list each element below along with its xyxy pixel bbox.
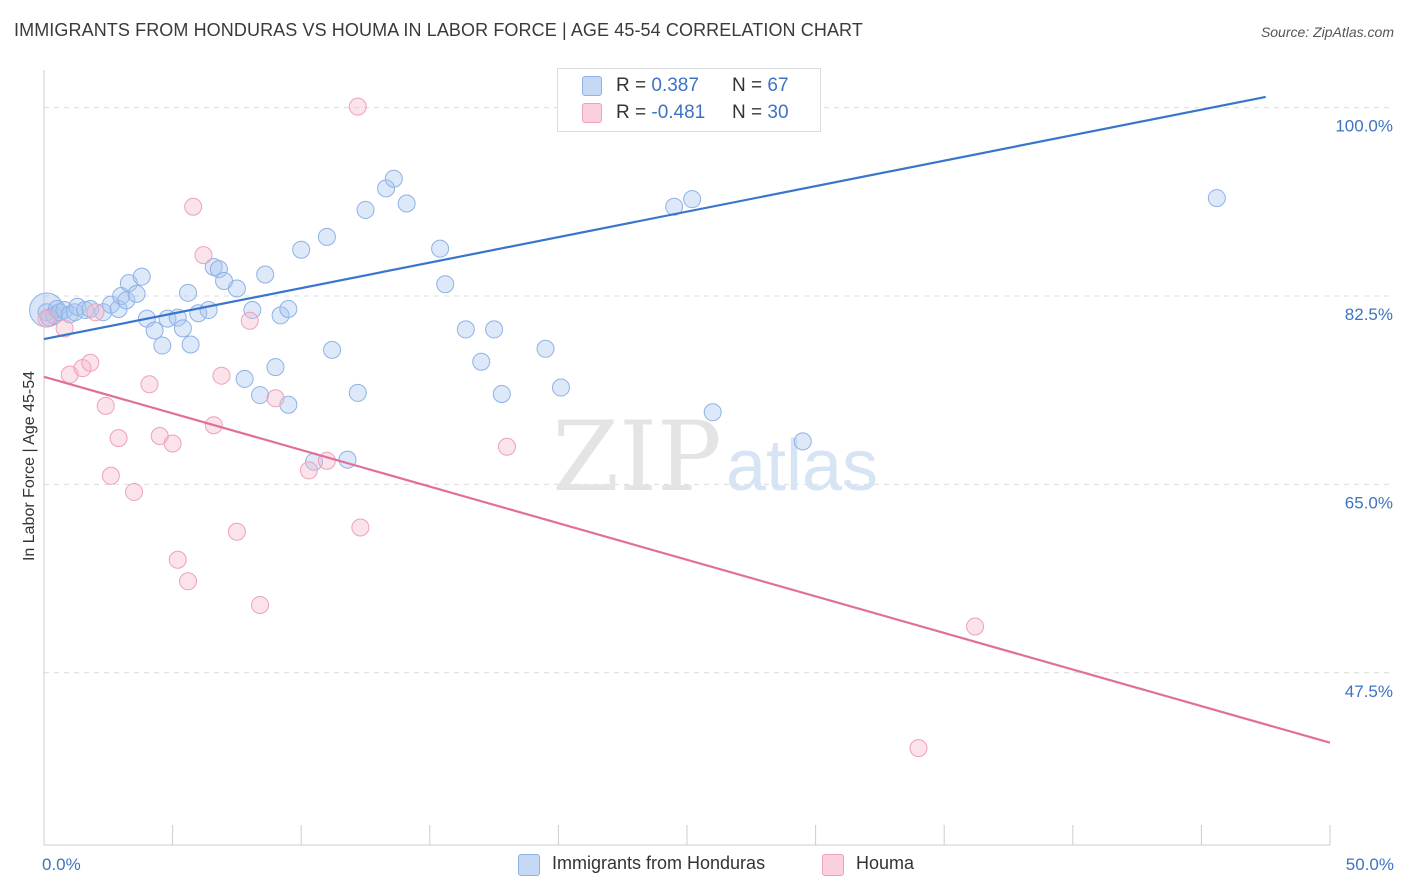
data-point-honduras	[536, 339, 555, 358]
data-point-honduras	[94, 303, 113, 322]
data-point-houma	[168, 550, 187, 569]
data-point-honduras	[456, 320, 475, 339]
data-point-honduras	[117, 291, 136, 310]
data-point-houma	[125, 482, 144, 501]
legend-n-value: 30	[767, 102, 789, 123]
trend-line-honduras	[43, 95, 1266, 341]
bottom-legend-swatch-honduras	[518, 854, 540, 876]
data-point-houma	[86, 303, 105, 322]
data-point-honduras	[472, 352, 491, 371]
stats-legend: R = 0.387 N = 67 R = -0.481 N = 30	[557, 68, 821, 132]
data-point-honduras	[243, 301, 262, 320]
data-point-honduras	[181, 335, 200, 354]
legend-r-value: 0.387	[651, 75, 699, 96]
data-point-houma	[909, 739, 928, 758]
data-point-houma	[37, 309, 56, 328]
data-point-honduras	[292, 240, 311, 259]
data-point-houma	[351, 518, 370, 537]
grid-lines	[44, 107, 1392, 674]
data-point-houma	[140, 375, 159, 394]
bottom-legend-label-houma: Houma	[856, 853, 915, 873]
data-point-houma	[497, 437, 516, 456]
data-point-honduras	[436, 275, 455, 294]
data-point-houma	[55, 319, 74, 338]
data-point-honduras	[235, 369, 254, 388]
data-point-honduras	[256, 265, 275, 284]
legend-r-label: R =	[616, 102, 652, 123]
data-point-honduras	[384, 169, 403, 188]
data-point-honduras	[703, 403, 722, 422]
tick-labels: 100.0% 82.5% 65.0% 47.5% 0.0% 50.0%	[42, 117, 1394, 874]
data-point-honduras	[227, 279, 246, 298]
data-point-honduras	[1207, 189, 1226, 208]
data-point-honduras	[793, 432, 812, 451]
x-tick-label: 50.0%	[1346, 855, 1394, 874]
legend-swatch-honduras	[582, 76, 602, 96]
data-point-honduras	[153, 336, 172, 355]
data-point-houma	[966, 617, 985, 636]
trend-lines	[43, 95, 1331, 744]
data-point-houma	[212, 366, 231, 385]
y-tick-label: 65.0%	[1345, 493, 1393, 512]
data-point-houma	[101, 466, 120, 485]
data-point-honduras	[279, 299, 298, 318]
data-point-houma	[240, 311, 259, 330]
data-point-honduras	[266, 358, 285, 377]
source-label: Source: ZipAtlas.com	[1260, 24, 1394, 40]
watermark-zip: ZIP	[552, 401, 721, 513]
data-point-honduras	[551, 378, 570, 397]
data-point-houma	[109, 429, 128, 448]
y-tick-label: 100.0%	[1335, 117, 1393, 136]
data-point-honduras	[485, 320, 504, 339]
data-point-houma	[299, 461, 318, 480]
legend-n-label: N =	[732, 102, 768, 123]
data-point-honduras	[431, 239, 450, 258]
data-point-honduras	[323, 340, 342, 359]
data-point-honduras	[271, 306, 290, 325]
legend-n-value: 67	[767, 75, 789, 96]
axes	[43, 70, 1331, 846]
data-point-houma	[251, 595, 270, 614]
legend-n-label: N =	[732, 75, 768, 96]
data-point-honduras	[492, 384, 511, 403]
legend-r-value: -0.481	[651, 102, 706, 123]
series-houma-points	[37, 97, 985, 758]
data-point-honduras	[377, 179, 396, 198]
data-point-honduras	[397, 194, 416, 213]
y-tick-label: 82.5%	[1345, 305, 1393, 324]
data-point-houma	[227, 522, 246, 541]
bottom-legend-label-honduras: Immigrants from Honduras	[552, 853, 766, 873]
legend-r-label: R =	[616, 75, 652, 96]
data-point-honduras	[356, 200, 375, 219]
data-point-houma	[266, 389, 285, 408]
data-point-honduras	[145, 321, 164, 340]
data-point-houma	[179, 572, 198, 591]
data-point-honduras	[683, 190, 702, 209]
data-point-honduras	[251, 386, 270, 405]
data-point-honduras	[199, 301, 218, 320]
data-point-houma	[184, 197, 203, 216]
data-point-honduras	[209, 260, 228, 279]
data-point-honduras	[173, 319, 192, 338]
data-point-houma	[96, 396, 115, 415]
data-point-houma	[81, 353, 100, 372]
data-point-houma	[163, 434, 182, 453]
bottom-legend-swatch-houma	[822, 854, 844, 876]
data-point-honduras	[179, 283, 198, 302]
data-point-houma	[348, 97, 367, 116]
data-point-honduras	[127, 284, 146, 303]
data-point-houma	[194, 246, 213, 265]
legend-swatch-houma	[582, 103, 602, 123]
data-point-honduras	[132, 267, 151, 286]
data-point-honduras	[317, 227, 336, 246]
trend-line-houma	[43, 375, 1331, 744]
y-tick-label: 47.5%	[1345, 682, 1393, 701]
watermark-atlas: atlas	[726, 426, 878, 506]
x-tick-label: 0.0%	[42, 855, 81, 874]
data-point-honduras	[348, 383, 367, 402]
chart-title: IMMIGRANTS FROM HONDURAS VS HOUMA IN LAB…	[14, 20, 863, 40]
